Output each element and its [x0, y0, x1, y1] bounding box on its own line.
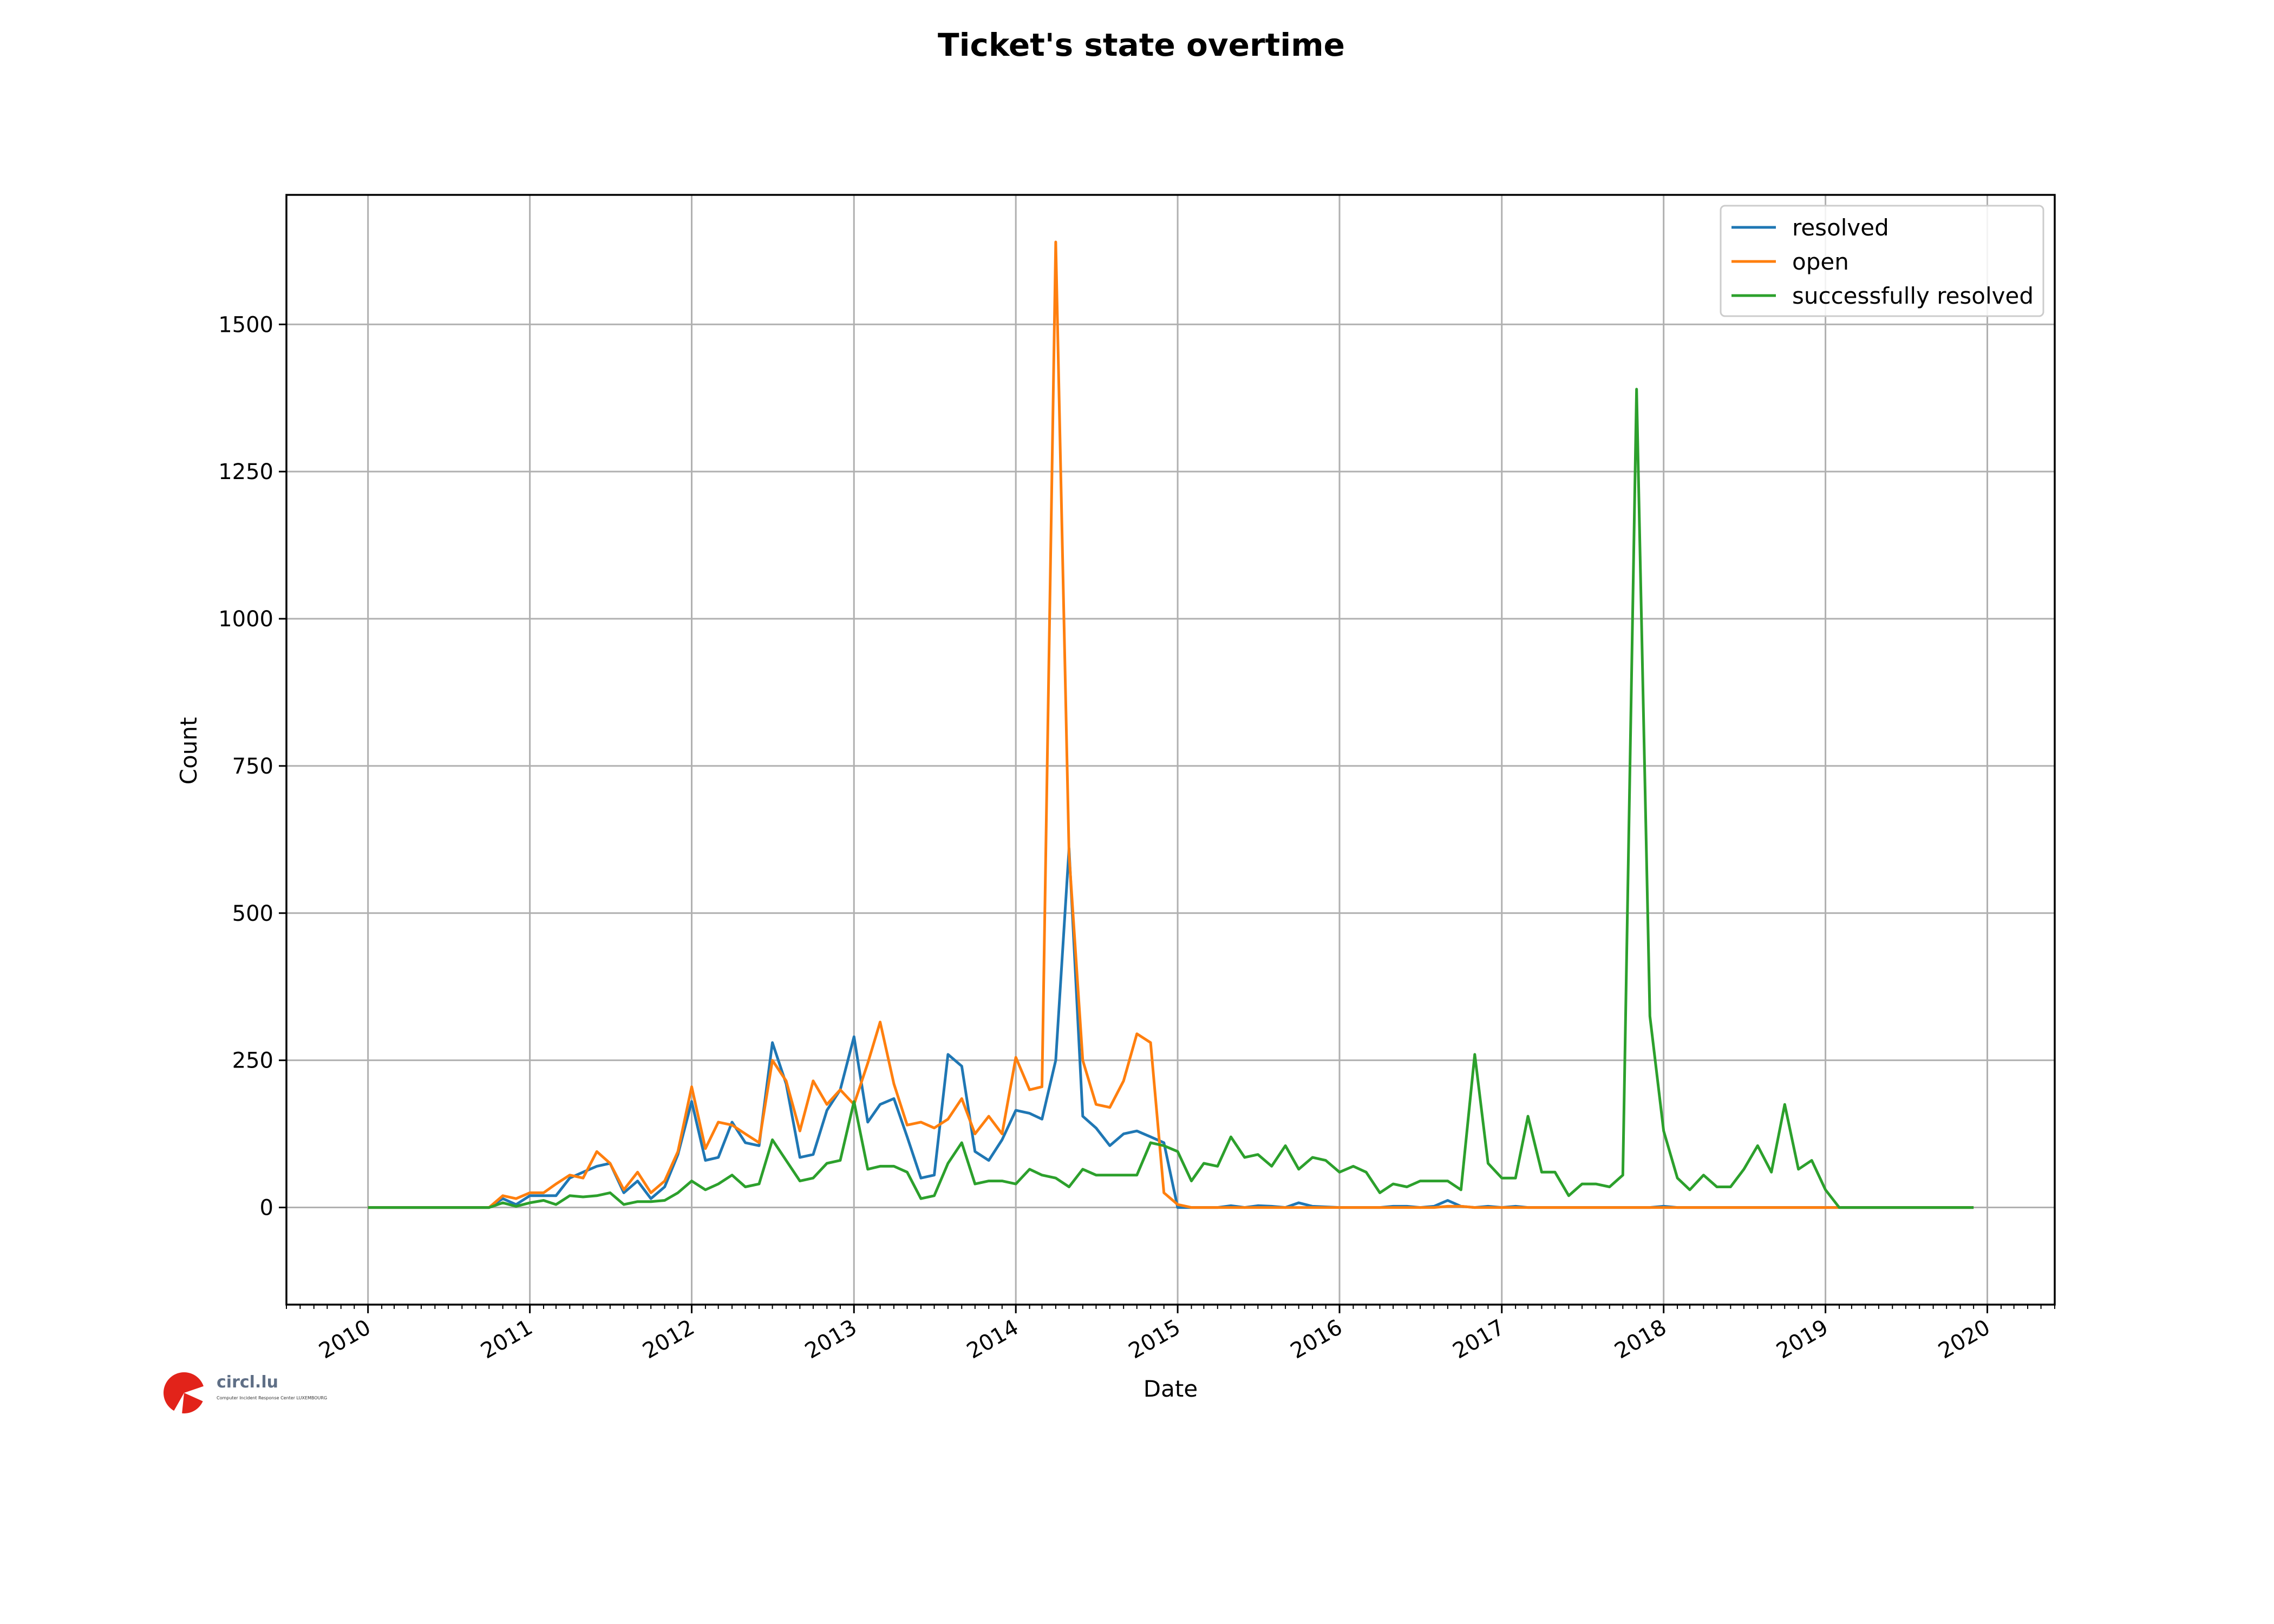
legend: resolved open successfully resolved	[1720, 205, 2044, 317]
y-tick-label: 250	[232, 1049, 273, 1073]
x-tick-label: 2011	[476, 1315, 537, 1364]
legend-label: open	[1792, 248, 1849, 275]
y-axis: 0 250 500 750 1000 1250 1500	[218, 312, 286, 1221]
logo-mark-cut-icon	[172, 1393, 184, 1414]
y-axis-label: Count	[175, 717, 202, 785]
x-tick-label: 2013	[801, 1315, 861, 1364]
x-tick-label: 2018	[1611, 1315, 1671, 1364]
x-tick-label: 2012	[638, 1315, 698, 1364]
x-tick-label: 2015	[1125, 1315, 1185, 1364]
y-tick-label: 0	[260, 1196, 273, 1221]
x-tick-label: 2017	[1449, 1315, 1509, 1364]
x-tick-label: 2019	[1772, 1315, 1832, 1364]
y-tick-label: 1500	[218, 312, 273, 337]
x-tick-label: 2020	[1934, 1315, 1994, 1364]
x-tick-label: 2016	[1286, 1315, 1347, 1364]
logo-text: circl.lu	[217, 1373, 278, 1392]
y-tick-label: 1250	[218, 460, 273, 484]
legend-label: resolved	[1792, 214, 1889, 241]
logo-subtext: Computer Incident Response Center LUXEMB…	[217, 1396, 327, 1400]
y-tick-label: 500	[232, 901, 273, 926]
series-lines	[368, 240, 1974, 1209]
grid	[286, 195, 2055, 1305]
logo-mark-notch-icon	[184, 1386, 205, 1402]
circl-logo: circl.lu Computer Incident Response Cent…	[164, 1372, 327, 1414]
y-tick-label: 1000	[218, 607, 273, 632]
legend-label: successfully resolved	[1792, 283, 2034, 309]
series-line-resolved	[368, 847, 1974, 1209]
chart-title: Ticket's state overtime	[938, 27, 1345, 63]
x-axis: 2010 2011 2012 2013 2014 2015 2016 2017 2018 2019…	[286, 1305, 2055, 1364]
legend-box	[1720, 205, 2044, 317]
x-tick-label: 2014	[963, 1315, 1023, 1364]
series-line-open	[368, 240, 1974, 1209]
y-tick-label: 750	[232, 754, 273, 779]
x-axis-label: Date	[1143, 1376, 1198, 1402]
x-tick-label: 2010	[315, 1315, 375, 1364]
plot-frame	[285, 194, 2056, 1306]
series-line-successfully-resolved	[368, 388, 1974, 1209]
